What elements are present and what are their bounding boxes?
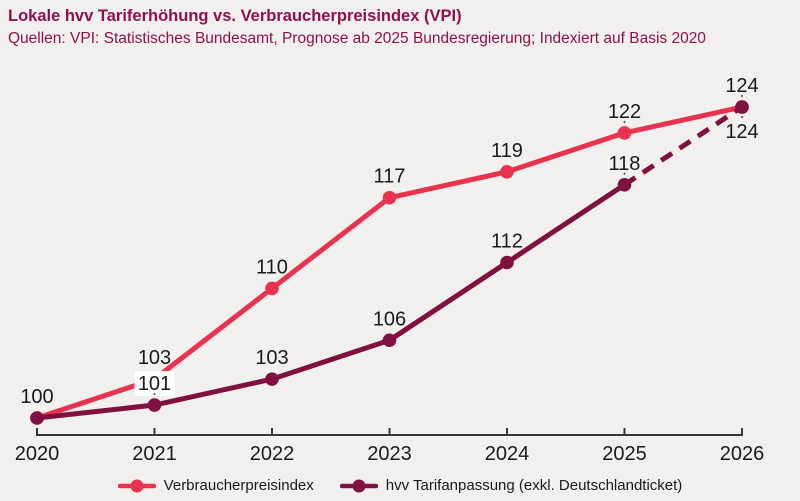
- data-label: 122: [608, 101, 641, 123]
- legend-label: Verbraucherpreisindex: [163, 477, 314, 494]
- legend-label: hvv Tarifanpassung (exkl. Deutschlandtic…: [385, 477, 683, 494]
- data-label: 124: [725, 75, 758, 97]
- data-point: [617, 177, 632, 192]
- data-point: [617, 126, 632, 140]
- legend-item-hvv-tarifanpassung: hvv Tarifanpassung (exkl. Deutschlandtic…: [339, 477, 683, 494]
- data-point: [382, 333, 397, 348]
- data-label: 112: [491, 231, 523, 253]
- data-label: 117: [374, 166, 406, 188]
- series-line-1: [34, 182, 627, 421]
- data-label-bg: [134, 371, 175, 397]
- x-axis-label: 2026: [720, 443, 765, 465]
- data-point: [382, 190, 397, 205]
- x-axis-label: 2023: [367, 443, 412, 465]
- data-label: 110: [256, 256, 288, 278]
- x-axis-label: 2020: [15, 443, 60, 465]
- chart-header: Lokale hvv Tariferhöhung vs. Verbraucher…: [0, 0, 800, 48]
- data-label: 118: [609, 153, 641, 175]
- data-point: [500, 255, 514, 270]
- series-line-1-forecast-dashed: [623, 104, 744, 187]
- x-axis-label: 2025: [602, 443, 647, 465]
- data-label: 103: [255, 347, 288, 369]
- chart-svg: 2020 2021 2022 2023 2024 2025 2026 100 103 110 117…: [15, 75, 765, 465]
- data-point: [265, 372, 279, 386]
- data-point: [30, 411, 44, 425]
- data-label: 119: [491, 140, 523, 162]
- data-label: 100: [20, 386, 53, 408]
- data-point: [500, 164, 514, 179]
- page-title: Lokale hvv Tariferhöhung vs. Verbraucher…: [8, 7, 462, 25]
- x-axis-label: 2022: [250, 443, 295, 465]
- data-label: 101: [138, 373, 171, 395]
- x-axis-label: 2024: [485, 443, 530, 465]
- chart-source-note: Quellen: VPI: Statistisches Bundesamt, P…: [8, 29, 706, 47]
- data-point: [147, 398, 162, 412]
- hvv-series-legend-marker-icon: [339, 479, 378, 492]
- legend-item-verbraucherpreisindex: Verbraucherpreisindex: [117, 477, 314, 494]
- data-label: 124: [725, 121, 758, 143]
- data-point: [265, 281, 279, 296]
- data-label: 106: [373, 308, 406, 330]
- data-label: 103: [138, 347, 171, 369]
- vpi-series-legend-marker-icon: [117, 479, 156, 492]
- x-axis-label: 2021: [132, 443, 177, 465]
- data-point: [735, 100, 749, 114]
- chart-legend: Verbraucherpreisindex hvv Tarifanpassung…: [0, 470, 800, 501]
